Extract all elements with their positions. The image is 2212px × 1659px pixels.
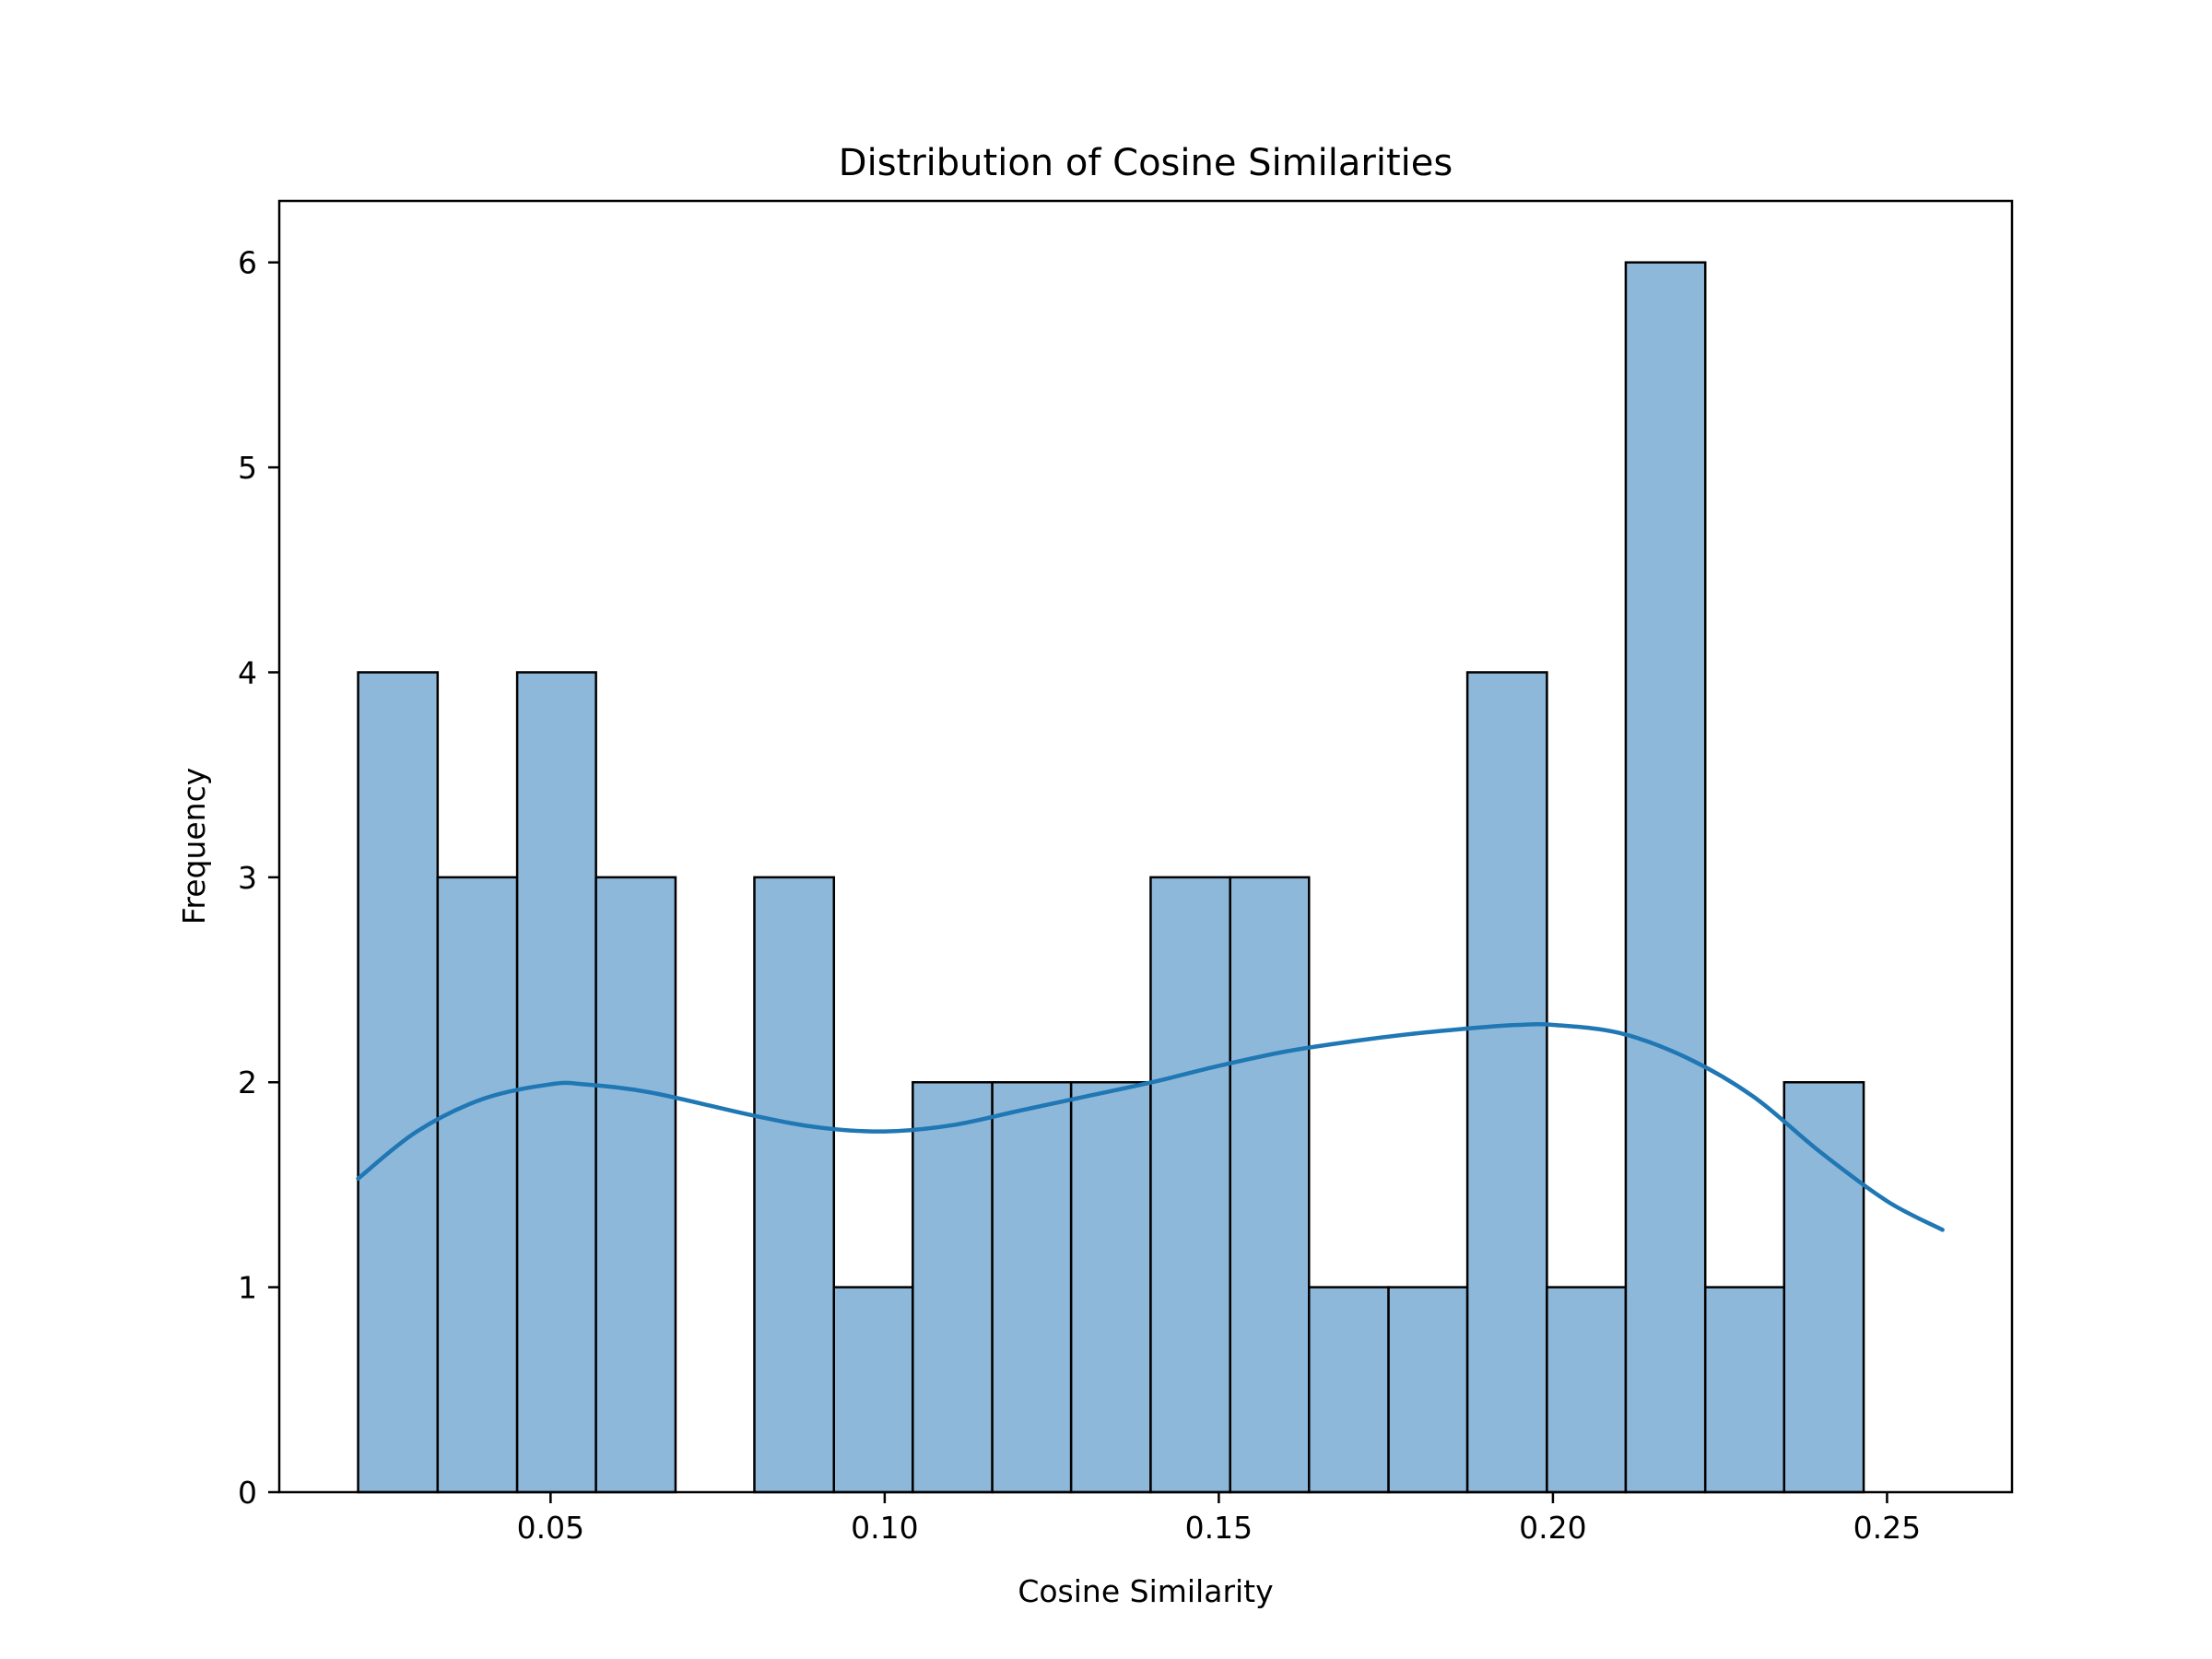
y-tick-label: 3 [238,860,257,896]
x-tick-label: 0.05 [517,1510,584,1546]
x-tick-label: 0.20 [1519,1510,1586,1546]
histogram-bar [1069,1080,1152,1494]
histogram-bar [1149,876,1231,1494]
y-tick-label: 0 [238,1475,257,1511]
histogram-bar [912,1080,994,1494]
histogram-bar [594,876,677,1494]
histogram-bar [436,876,519,1494]
y-tick-label: 2 [238,1065,257,1100]
histogram-bar [1546,1286,1628,1494]
histogram-bar [832,1286,914,1494]
histogram-bar [1387,1286,1469,1494]
histogram-bar [1703,1286,1786,1494]
y-axis-ticks: 0 1 2 3 4 5 6 [238,245,279,1511]
histogram-bar [357,671,440,1494]
y-tick-label: 1 [238,1270,257,1306]
y-axis-label: Frequency [176,768,212,924]
y-tick-label: 4 [238,654,257,690]
histogram-bar [1783,1080,1865,1494]
histogram-bar [753,876,836,1494]
chart-title: Distribution of Cosine Similarities [839,142,1453,184]
histogram-bar [1624,261,1707,1494]
y-tick-label: 5 [238,450,257,486]
x-axis-ticks: 0.05 0.10 0.15 0.20 0.25 [517,1492,1921,1546]
x-tick-label: 0.10 [851,1510,918,1546]
plot-frame [277,199,2014,1494]
histogram-bar [1229,876,1311,1494]
x-axis-label: Cosine Similarity [1018,1573,1273,1609]
bars-layer [357,261,1865,1494]
histogram-bar [991,1080,1073,1494]
x-tick-label: 0.15 [1185,1510,1253,1546]
histogram-bar [1308,1286,1390,1494]
kde-layer [356,1021,1945,1232]
histogram-bar [1465,671,1548,1494]
kde-curve [356,1021,1945,1232]
x-tick-label: 0.25 [1853,1510,1921,1546]
y-tick-label: 6 [238,245,257,281]
